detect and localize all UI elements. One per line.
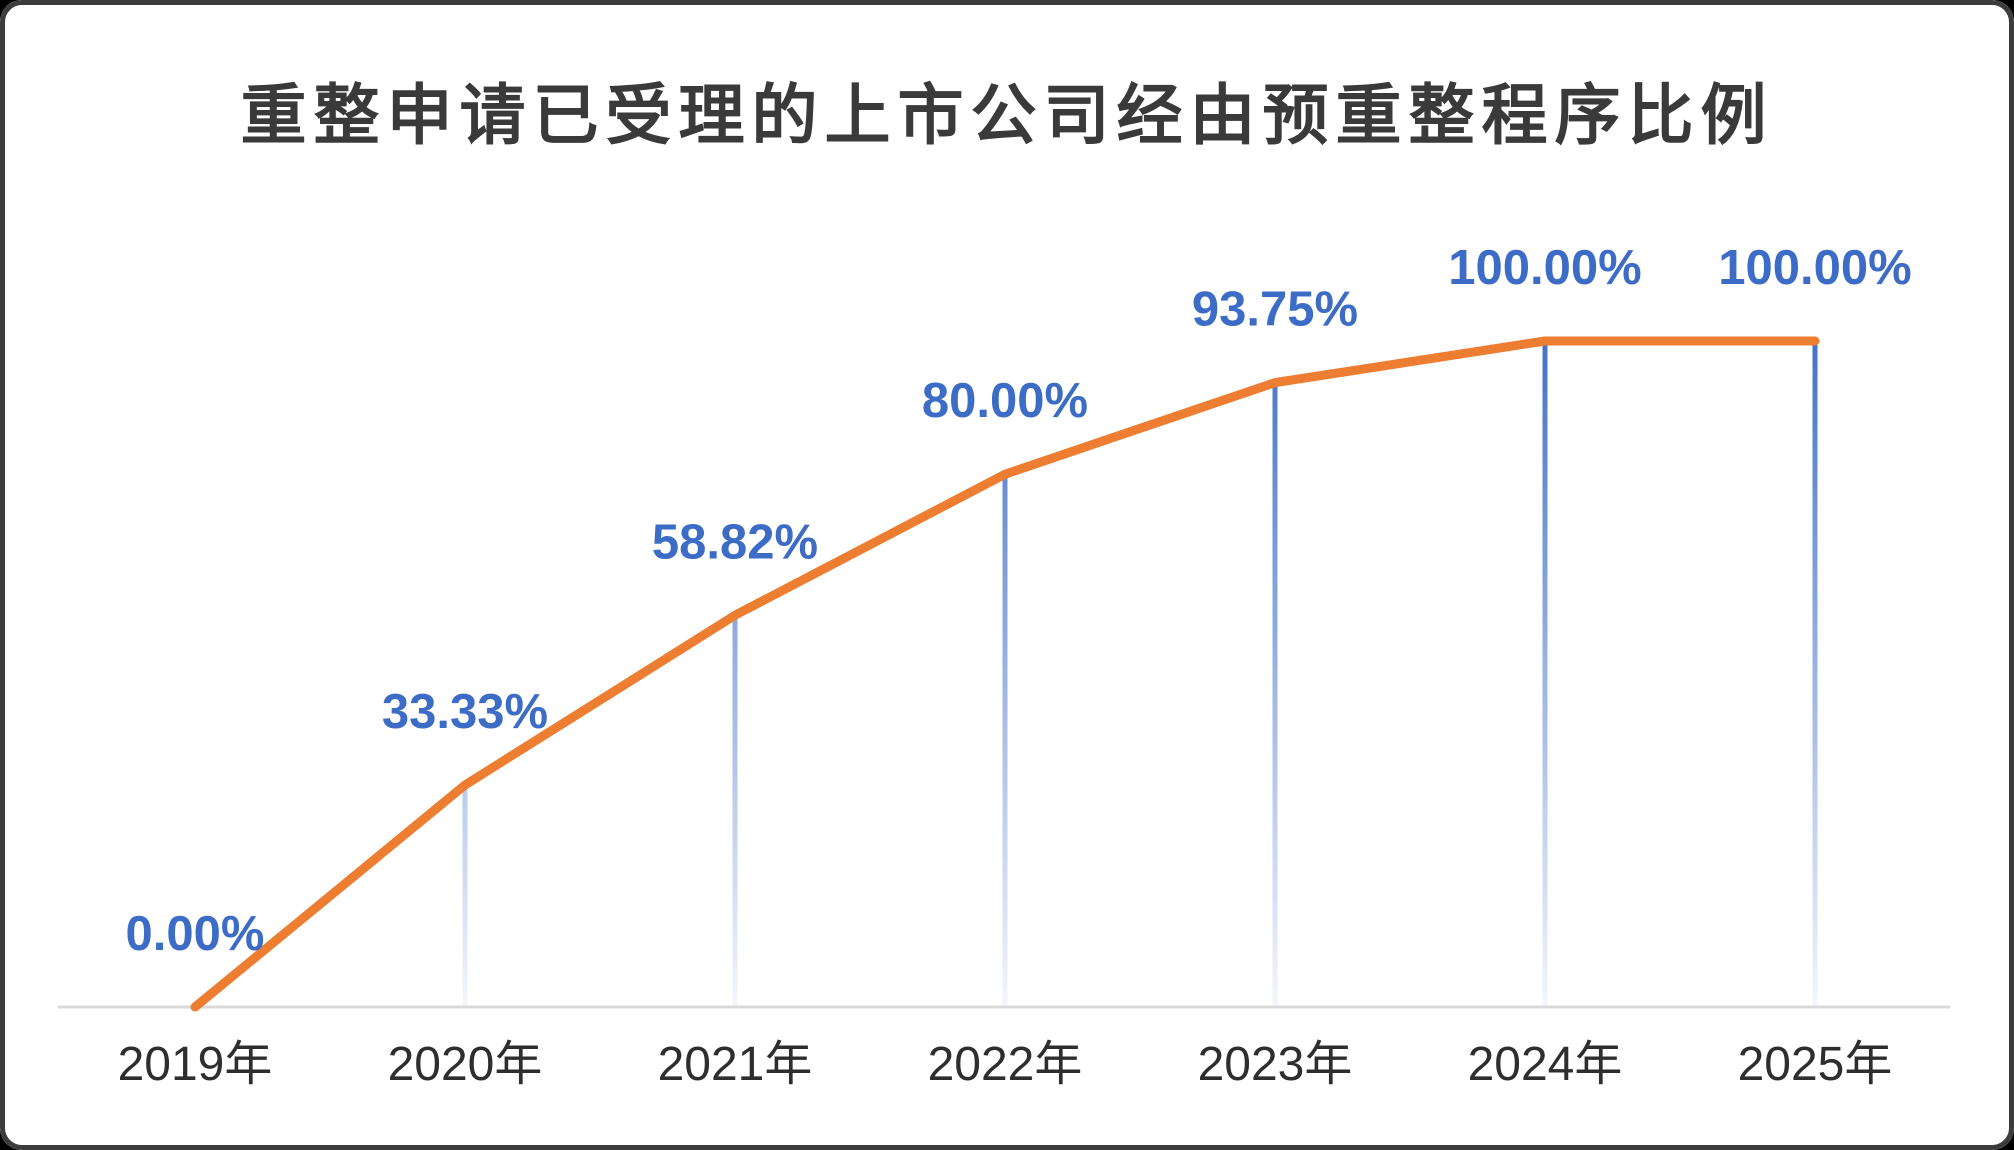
data-label: 80.00% xyxy=(922,374,1088,428)
x-axis-label: 2019年 xyxy=(118,1038,273,1091)
data-label: 100.00% xyxy=(1448,241,1641,295)
series-line xyxy=(190,336,1820,1012)
chart-title: 重整申请已受理的上市公司经由预重整程序比例 xyxy=(240,78,1774,152)
data-label: 100.00% xyxy=(1718,241,1911,295)
x-axis-label: 2025年 xyxy=(1738,1038,1893,1091)
data-label: 93.75% xyxy=(1192,283,1358,337)
data-label: 33.33% xyxy=(382,685,548,739)
x-axis-label: 2020年 xyxy=(388,1038,543,1091)
x-axis-label: 2023年 xyxy=(1198,1038,1353,1091)
x-axis-label: 2024年 xyxy=(1468,1038,1623,1091)
x-axis-label: 2022年 xyxy=(928,1038,1083,1091)
data-label: 58.82% xyxy=(652,515,818,569)
data-label: 0.00% xyxy=(126,907,265,961)
x-axis-label: 2021年 xyxy=(658,1038,813,1091)
